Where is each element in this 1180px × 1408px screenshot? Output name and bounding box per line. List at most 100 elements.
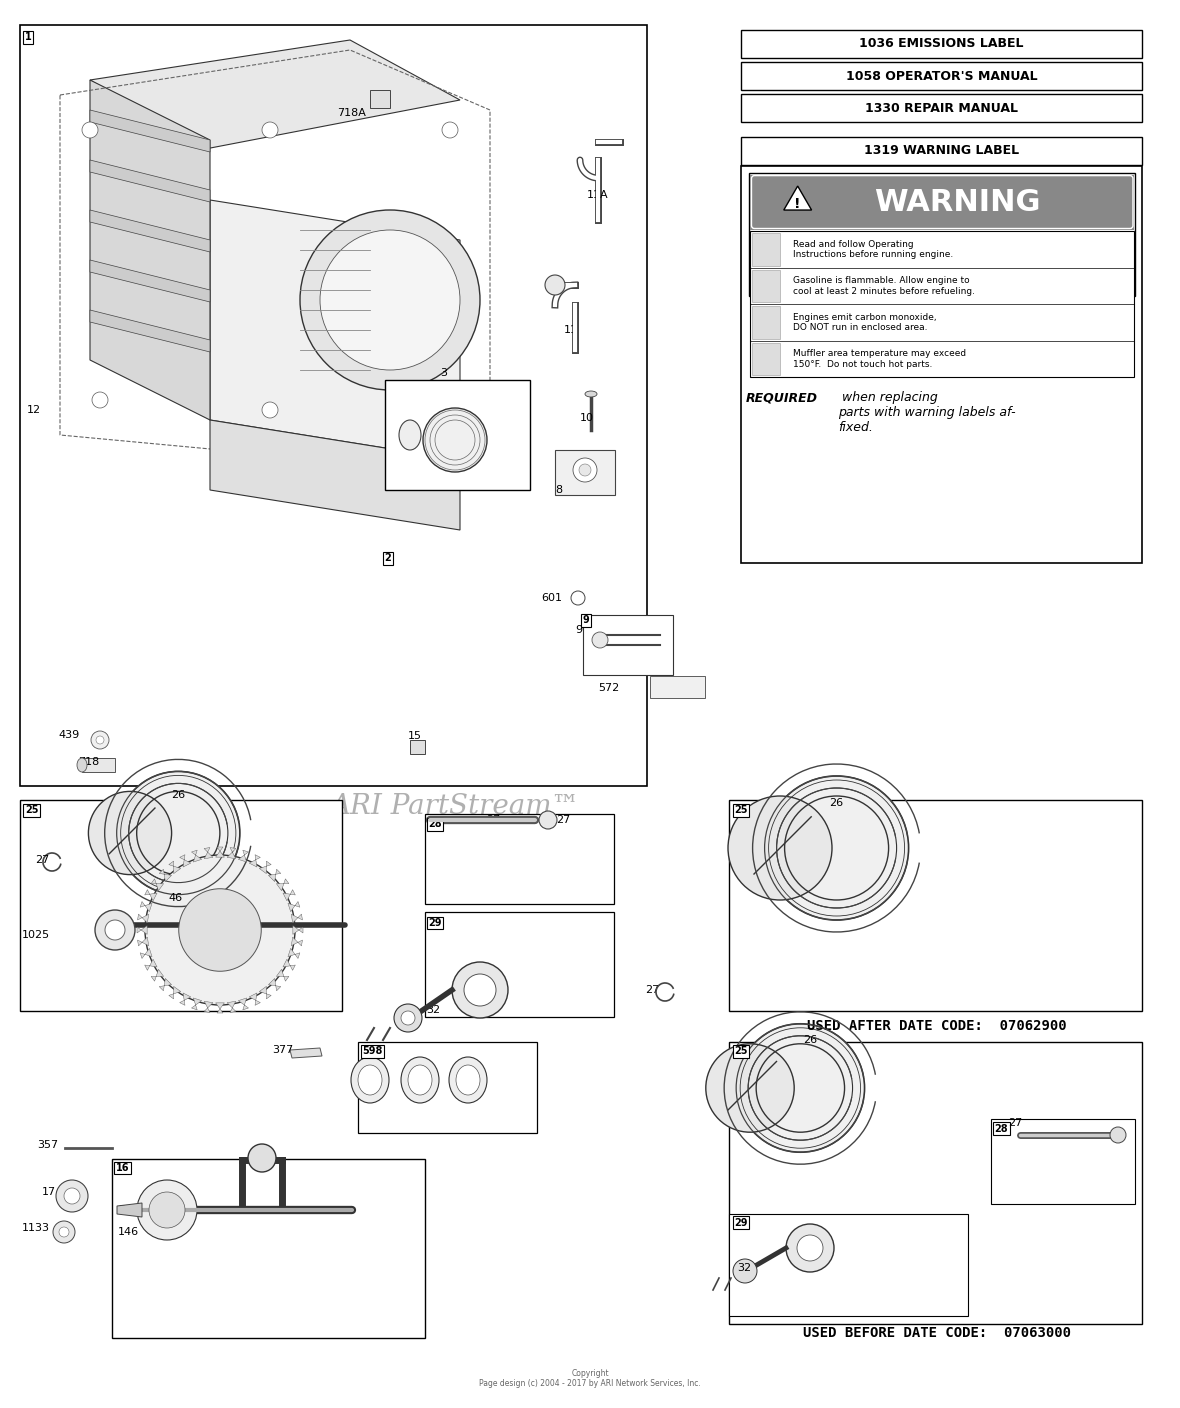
Polygon shape — [90, 161, 210, 201]
Text: Read and follow Operating
Instructions before running engine.: Read and follow Operating Instructions b… — [793, 239, 953, 259]
Text: 598: 598 — [362, 1046, 382, 1056]
Text: 718: 718 — [78, 758, 99, 767]
Text: 27: 27 — [35, 855, 50, 865]
Circle shape — [401, 1011, 415, 1025]
Bar — [750, 231, 1134, 377]
Ellipse shape — [358, 1064, 382, 1095]
Polygon shape — [784, 186, 812, 210]
Circle shape — [592, 632, 608, 648]
Text: 26: 26 — [802, 1035, 817, 1045]
Polygon shape — [159, 979, 171, 991]
Text: 1319 WARNING LABEL: 1319 WARNING LABEL — [864, 144, 1020, 158]
Text: 572: 572 — [598, 683, 620, 693]
Polygon shape — [290, 1048, 322, 1057]
Circle shape — [105, 919, 125, 941]
Text: 9: 9 — [583, 615, 590, 625]
Text: 25: 25 — [734, 1046, 747, 1056]
Text: 439: 439 — [58, 729, 79, 741]
Ellipse shape — [450, 1057, 487, 1102]
Polygon shape — [268, 979, 281, 991]
Text: 11: 11 — [564, 325, 578, 335]
Polygon shape — [90, 260, 210, 301]
Circle shape — [394, 1004, 422, 1032]
Text: 741: 741 — [118, 1205, 139, 1215]
Bar — [741, 137, 1142, 165]
Text: 28: 28 — [428, 819, 442, 829]
Text: 9: 9 — [575, 625, 582, 635]
Polygon shape — [138, 938, 149, 946]
Polygon shape — [216, 848, 224, 857]
Text: Gasoline is flammable. Allow engine to
cool at least 2 minutes before refueling.: Gasoline is flammable. Allow engine to c… — [793, 276, 975, 296]
Circle shape — [422, 408, 487, 472]
Circle shape — [96, 910, 135, 950]
Polygon shape — [283, 959, 295, 970]
Ellipse shape — [401, 1057, 439, 1102]
Circle shape — [149, 1193, 185, 1228]
Text: 146: 146 — [118, 1226, 139, 1238]
Text: 32: 32 — [738, 1263, 752, 1273]
Circle shape — [728, 796, 832, 900]
Text: 25: 25 — [25, 805, 38, 815]
Circle shape — [736, 1024, 865, 1152]
Text: 26: 26 — [171, 790, 185, 800]
Polygon shape — [90, 80, 210, 420]
Circle shape — [796, 1235, 822, 1262]
Text: 377: 377 — [273, 1045, 294, 1055]
Text: 11A: 11A — [586, 190, 609, 200]
Polygon shape — [179, 993, 191, 1005]
Polygon shape — [140, 949, 152, 959]
Bar — [741, 166, 1142, 563]
Polygon shape — [293, 925, 303, 935]
Text: Muffler area temperature may exceed
150°F.  Do not touch hot parts.: Muffler area temperature may exceed 150°… — [793, 349, 966, 369]
Bar — [741, 62, 1142, 90]
Text: Engines emit carbon monoxide,
DO NOT run in enclosed area.: Engines emit carbon monoxide, DO NOT run… — [793, 313, 937, 332]
Polygon shape — [151, 879, 164, 891]
Text: 26: 26 — [830, 798, 844, 808]
Text: 29: 29 — [734, 1218, 747, 1228]
Polygon shape — [191, 850, 202, 862]
Text: 357: 357 — [37, 1140, 58, 1150]
Polygon shape — [371, 90, 391, 108]
Text: 27: 27 — [645, 986, 660, 995]
Polygon shape — [169, 862, 181, 873]
Circle shape — [300, 210, 480, 390]
Text: 1025: 1025 — [22, 931, 50, 941]
Text: 2: 2 — [385, 553, 392, 563]
Text: when replacing
parts with warning labels af-
fixed.: when replacing parts with warning labels… — [838, 391, 1016, 435]
Polygon shape — [291, 914, 302, 922]
Polygon shape — [227, 848, 236, 859]
Polygon shape — [117, 1202, 142, 1217]
Ellipse shape — [408, 1064, 432, 1095]
Polygon shape — [288, 901, 300, 911]
Circle shape — [137, 1180, 197, 1240]
Circle shape — [1110, 1126, 1126, 1143]
Circle shape — [573, 458, 597, 482]
Polygon shape — [179, 855, 191, 867]
Text: 27: 27 — [556, 815, 570, 825]
Polygon shape — [90, 210, 210, 252]
Bar — [20, 25, 647, 786]
Circle shape — [178, 888, 261, 972]
Polygon shape — [90, 110, 210, 152]
Polygon shape — [276, 969, 289, 981]
Polygon shape — [260, 987, 271, 998]
Text: 10: 10 — [581, 413, 594, 422]
Circle shape — [539, 811, 557, 829]
Polygon shape — [145, 890, 157, 901]
Polygon shape — [90, 310, 210, 352]
Text: !: ! — [794, 197, 801, 211]
Polygon shape — [288, 949, 300, 959]
Circle shape — [88, 791, 171, 874]
Circle shape — [262, 403, 278, 418]
Text: REQUIRED: REQUIRED — [746, 391, 818, 404]
Polygon shape — [145, 959, 157, 970]
Circle shape — [733, 1259, 758, 1283]
Polygon shape — [138, 914, 149, 922]
Text: WARNING: WARNING — [874, 187, 1041, 217]
Circle shape — [64, 1188, 80, 1204]
Bar — [729, 1214, 968, 1316]
Circle shape — [53, 1221, 76, 1243]
Circle shape — [55, 1180, 88, 1212]
Ellipse shape — [77, 758, 87, 772]
Text: 1036 EMISSIONS LABEL: 1036 EMISSIONS LABEL — [859, 37, 1024, 51]
